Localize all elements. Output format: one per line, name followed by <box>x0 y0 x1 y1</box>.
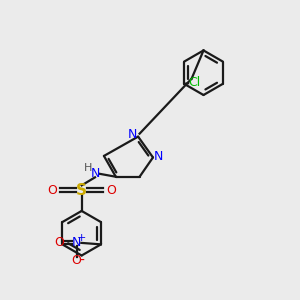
Text: Cl: Cl <box>189 76 201 89</box>
Text: N: N <box>72 236 81 249</box>
Text: O: O <box>106 184 116 196</box>
Text: O: O <box>54 236 64 249</box>
Text: N: N <box>128 128 137 141</box>
Text: +: + <box>76 233 86 243</box>
Text: H: H <box>84 164 93 173</box>
Text: S: S <box>76 183 87 198</box>
Text: -: - <box>80 254 84 268</box>
Text: O: O <box>48 184 57 196</box>
Text: N: N <box>154 150 163 163</box>
Text: N: N <box>90 167 100 180</box>
Text: O: O <box>72 254 82 267</box>
